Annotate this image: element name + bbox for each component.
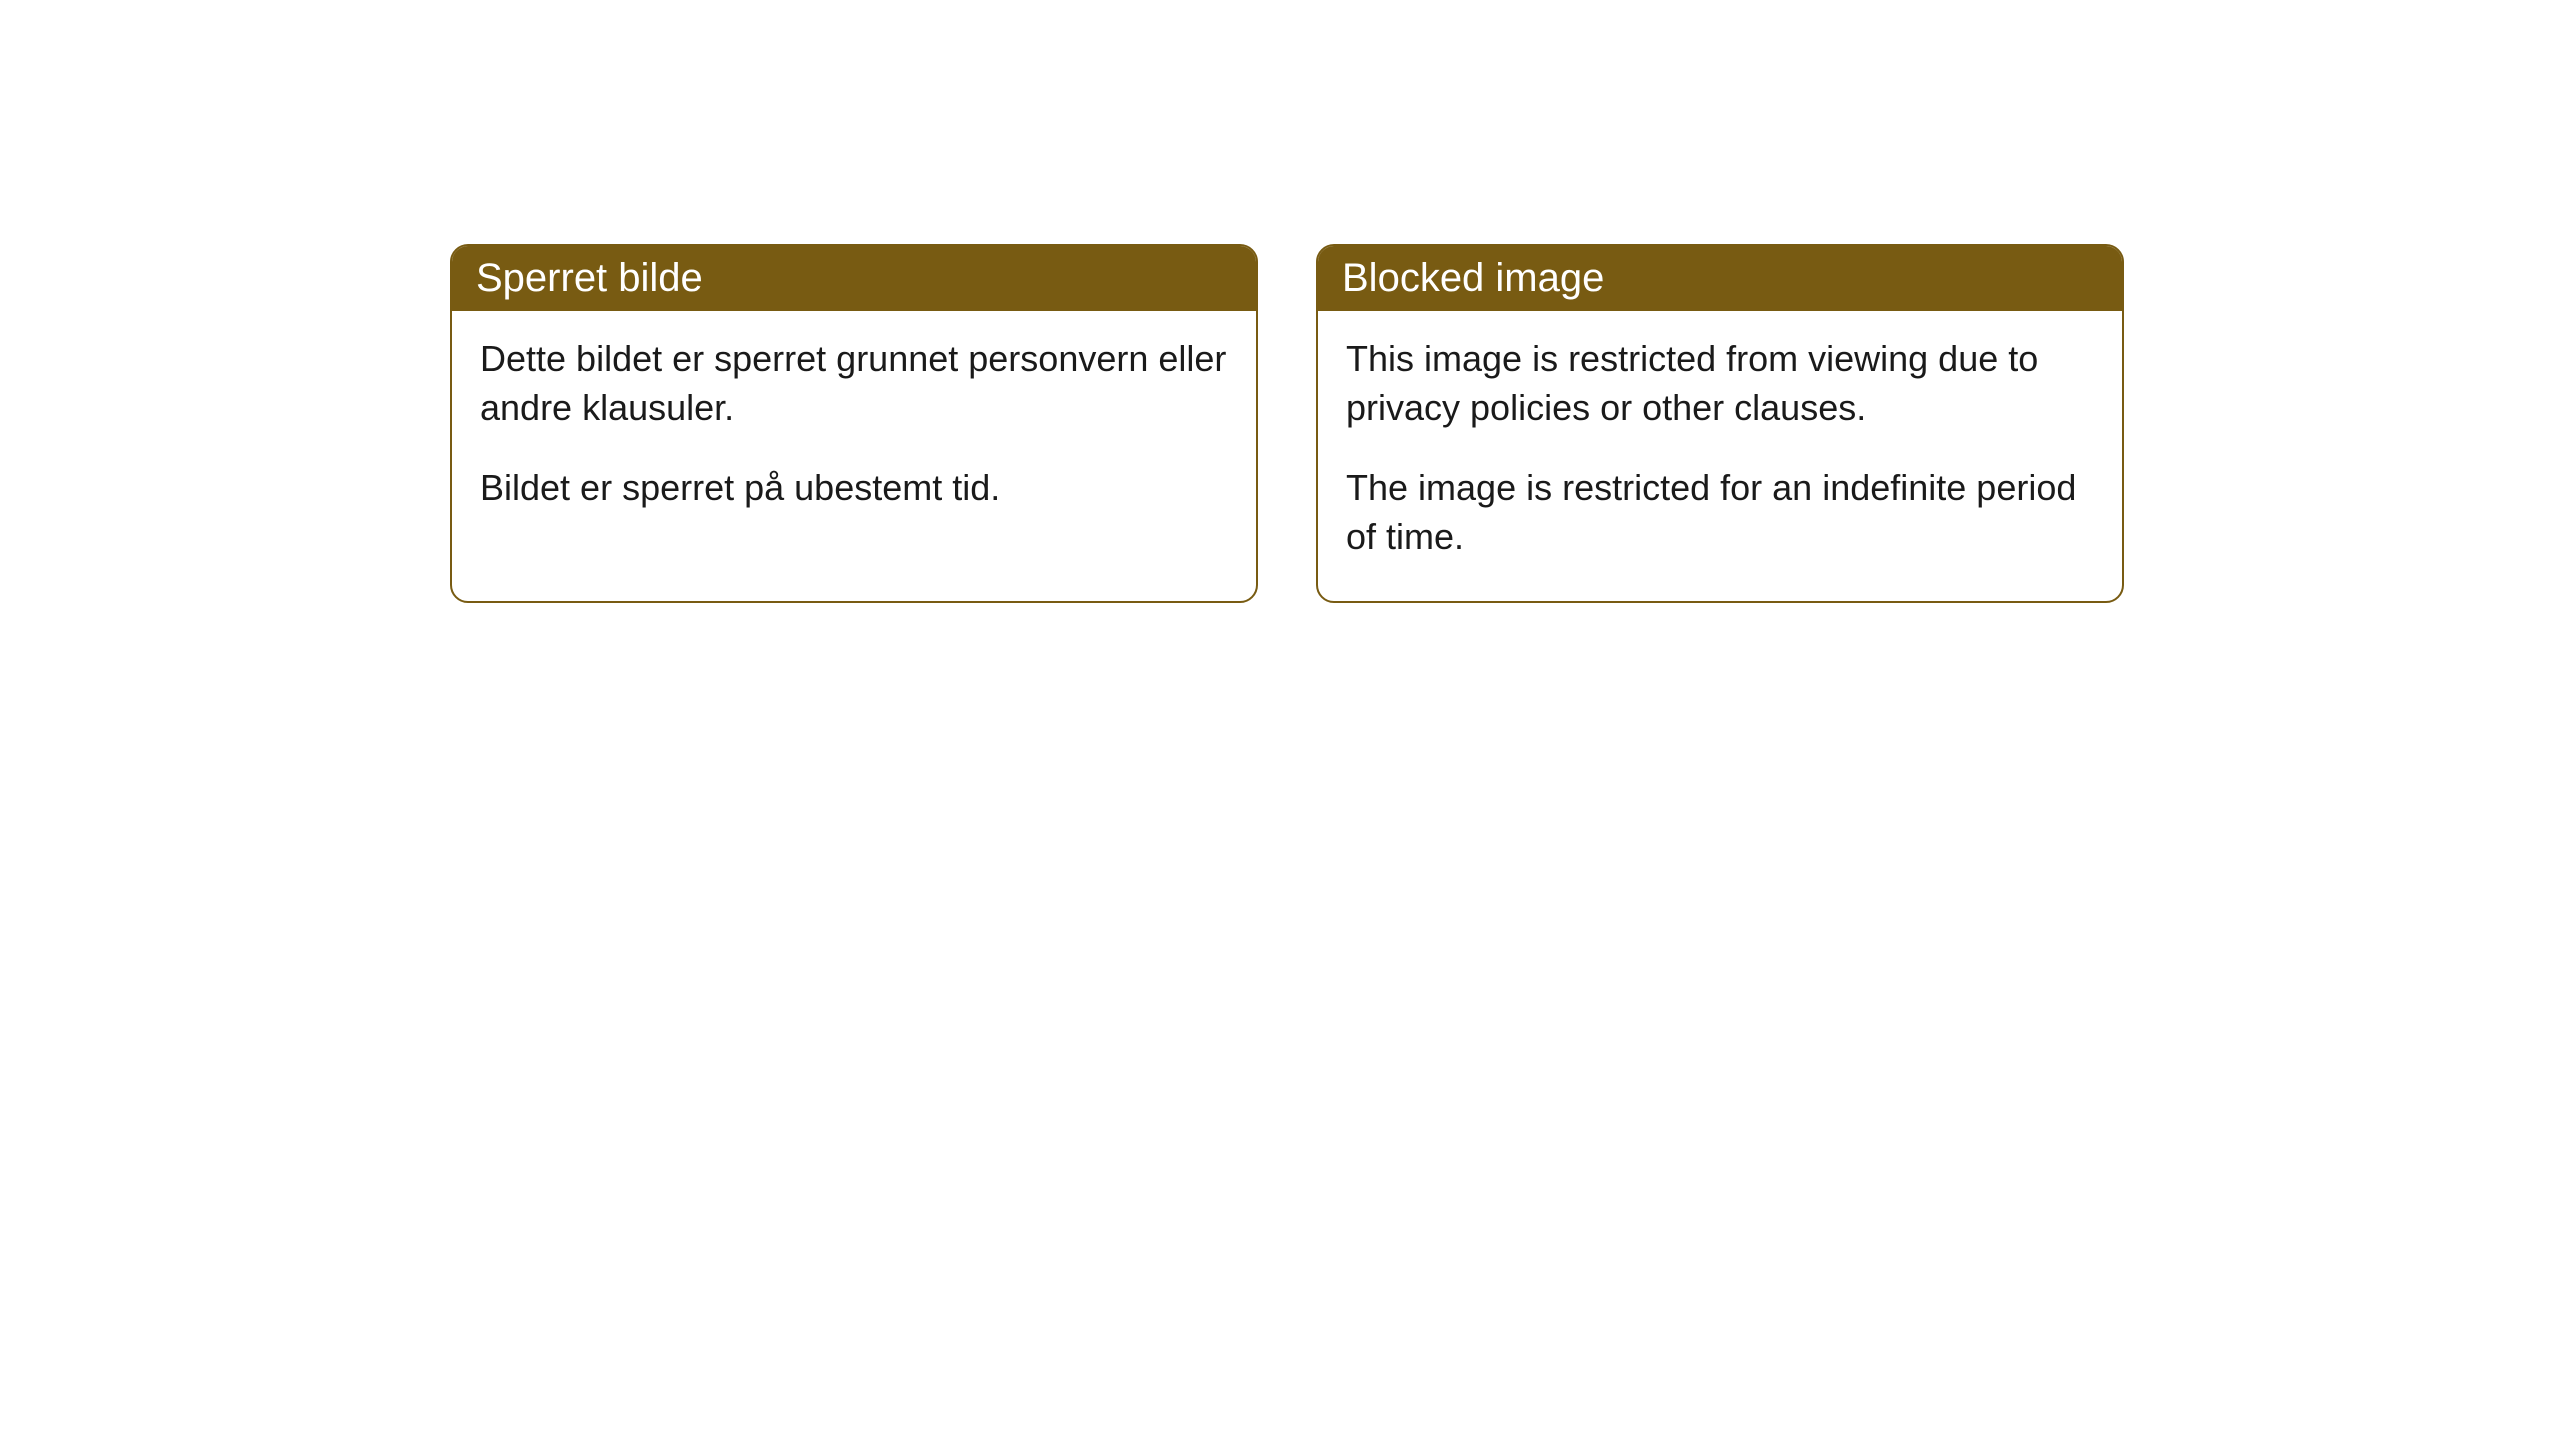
card-body-no: Dette bildet er sperret grunnet personve… (452, 311, 1256, 553)
card-header-en: Blocked image (1318, 246, 2122, 311)
card-title-en: Blocked image (1342, 256, 1604, 300)
card-title-no: Sperret bilde (476, 256, 703, 300)
card-paragraph-en-2: The image is restricted for an indefinit… (1346, 464, 2094, 561)
card-body-en: This image is restricted from viewing du… (1318, 311, 2122, 601)
notice-cards-container: Sperret bilde Dette bildet er sperret gr… (450, 244, 2124, 603)
card-paragraph-en-1: This image is restricted from viewing du… (1346, 335, 2094, 432)
blocked-image-card-no: Sperret bilde Dette bildet er sperret gr… (450, 244, 1258, 603)
card-header-no: Sperret bilde (452, 246, 1256, 311)
blocked-image-card-en: Blocked image This image is restricted f… (1316, 244, 2124, 603)
card-paragraph-no-1: Dette bildet er sperret grunnet personve… (480, 335, 1228, 432)
card-paragraph-no-2: Bildet er sperret på ubestemt tid. (480, 464, 1228, 513)
